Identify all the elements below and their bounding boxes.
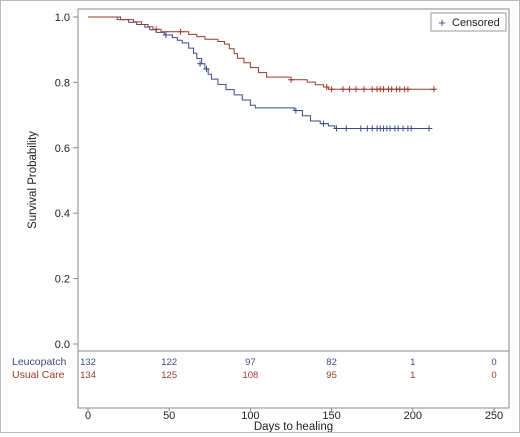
censor-mark (162, 31, 169, 38)
censor-mark (323, 83, 330, 90)
censor-mark (328, 86, 335, 93)
x-tick-label: 250 (485, 410, 503, 422)
censor-mark (352, 86, 359, 93)
at-risk-count: 0 (491, 357, 496, 368)
censor-mark (177, 28, 184, 35)
y-tick-label: 1.0 (55, 12, 70, 24)
censor-marks (153, 26, 437, 132)
survival-curves (88, 16, 436, 130)
at-risk-count: 1 (410, 357, 415, 368)
y-axis: 0.0 0.2 0.4 0.6 0.8 1.0 (55, 12, 78, 351)
x-tick-label: 0 (85, 410, 91, 422)
at-risk-count: 0 (491, 370, 496, 381)
x-axis: 0 50 100 150 200 250 (85, 408, 503, 422)
at-risk-count: 1 (410, 370, 415, 381)
censor-mark (153, 26, 160, 33)
plot-border (77, 8, 510, 409)
censor-mark (197, 60, 204, 67)
at-risk-count: 125 (161, 370, 177, 381)
legend-censor-symbol: + (438, 15, 446, 30)
legend: + Censored (430, 12, 507, 32)
at-risk-count: 122 (161, 357, 177, 368)
censor-mark (203, 65, 210, 72)
x-tick-label: 100 (241, 410, 259, 422)
censor-mark (404, 86, 411, 93)
censor-mark (292, 107, 299, 114)
x-tick-label: 200 (404, 410, 422, 422)
censor-mark (426, 125, 433, 132)
censor-mark (408, 125, 415, 132)
at-risk-count: 108 (242, 370, 258, 381)
at-risk-row-label: Leucopatch (12, 356, 66, 368)
censor-mark (288, 76, 294, 83)
y-tick-label: 0.0 (55, 339, 70, 351)
y-tick-label: 0.2 (55, 274, 70, 286)
y-tick-label: 0.4 (55, 208, 70, 220)
at-risk-count: 97 (245, 357, 256, 368)
x-axis-label: Days to healing (254, 421, 333, 432)
plot-area (77, 8, 510, 409)
at-risk-count: 132 (80, 357, 96, 368)
at-risk-row-label: Usual Care (12, 369, 65, 381)
censor-mark (343, 125, 350, 132)
curve-usual-care (88, 16, 436, 90)
censor-mark (361, 86, 368, 93)
censor-mark (333, 125, 340, 132)
censor-mark (430, 86, 437, 93)
x-tick-label: 50 (163, 410, 175, 422)
censor-mark (357, 125, 364, 132)
at-risk-count: 82 (326, 357, 337, 368)
at-risk-count: 134 (80, 370, 96, 381)
y-axis-label: Survival Probability (27, 131, 39, 229)
censor-mark (339, 86, 346, 93)
censor-mark (320, 120, 327, 127)
x-tick-label: 150 (322, 410, 340, 422)
y-tick-label: 0.6 (55, 143, 70, 155)
legend-label: Censored (452, 17, 500, 29)
y-tick-label: 0.8 (55, 77, 70, 89)
legend-box (430, 12, 507, 32)
censor-mark (346, 86, 353, 93)
at-risk-count: 95 (326, 370, 337, 381)
